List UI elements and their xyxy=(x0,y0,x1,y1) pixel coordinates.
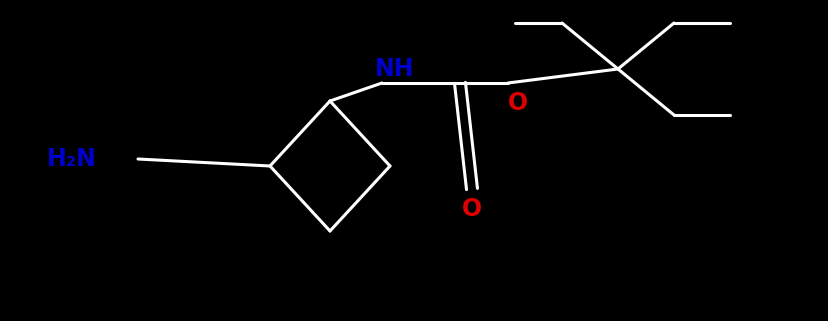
Text: O: O xyxy=(461,197,481,221)
Text: NH: NH xyxy=(375,57,414,81)
Text: H₂N: H₂N xyxy=(47,147,97,171)
Text: O: O xyxy=(508,91,527,115)
